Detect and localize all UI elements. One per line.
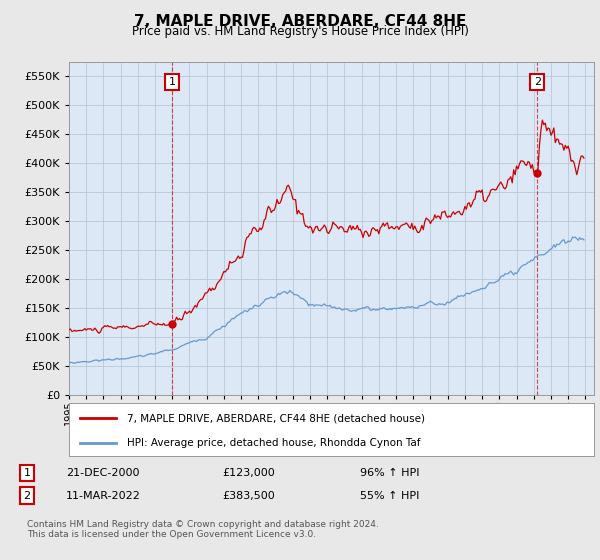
Text: £123,000: £123,000 [222, 468, 275, 478]
Text: 11-MAR-2022: 11-MAR-2022 [66, 491, 141, 501]
Text: HPI: Average price, detached house, Rhondda Cynon Taf: HPI: Average price, detached house, Rhon… [127, 438, 420, 448]
Text: 1: 1 [169, 77, 176, 87]
Text: 1: 1 [23, 468, 31, 478]
Text: Price paid vs. HM Land Registry's House Price Index (HPI): Price paid vs. HM Land Registry's House … [131, 25, 469, 38]
Text: 55% ↑ HPI: 55% ↑ HPI [360, 491, 419, 501]
Text: 2: 2 [533, 77, 541, 87]
Text: 7, MAPLE DRIVE, ABERDARE, CF44 8HE (detached house): 7, MAPLE DRIVE, ABERDARE, CF44 8HE (deta… [127, 413, 425, 423]
Text: £383,500: £383,500 [222, 491, 275, 501]
Text: 7, MAPLE DRIVE, ABERDARE, CF44 8HE: 7, MAPLE DRIVE, ABERDARE, CF44 8HE [134, 14, 466, 29]
Text: Contains HM Land Registry data © Crown copyright and database right 2024.
This d: Contains HM Land Registry data © Crown c… [27, 520, 379, 539]
Text: 2: 2 [23, 491, 31, 501]
Text: 96% ↑ HPI: 96% ↑ HPI [360, 468, 419, 478]
Text: 21-DEC-2000: 21-DEC-2000 [66, 468, 139, 478]
